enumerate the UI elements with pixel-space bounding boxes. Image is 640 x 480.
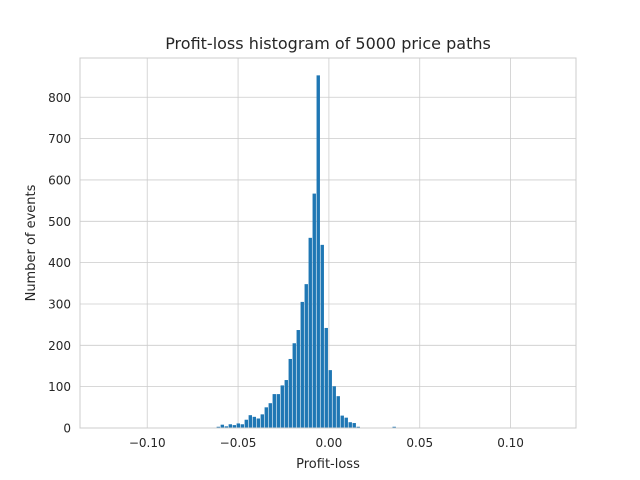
histogram-bar xyxy=(280,385,284,428)
histogram-bar xyxy=(348,422,352,428)
histogram-bar xyxy=(268,403,272,428)
x-tick-label: 0.00 xyxy=(316,436,343,450)
histogram-bar xyxy=(344,417,348,428)
histogram-bar xyxy=(352,423,356,428)
x-tick-label: −0.05 xyxy=(220,436,257,450)
y-tick-label: 600 xyxy=(48,173,71,187)
histogram-bar xyxy=(304,284,308,428)
y-tick-label: 200 xyxy=(48,339,71,353)
histogram-bar xyxy=(308,237,312,428)
x-tick-label: −0.10 xyxy=(129,436,166,450)
x-axis-ticks: −0.10 −0.05 0.00 0.05 0.10 xyxy=(129,436,524,450)
y-tick-label: 300 xyxy=(48,297,71,311)
histogram-bar xyxy=(300,301,304,428)
histogram-bar xyxy=(316,75,320,428)
histogram-bar xyxy=(220,424,225,428)
histogram-bar xyxy=(224,426,229,428)
histogram-bar xyxy=(324,327,328,428)
y-tick-label: 400 xyxy=(48,256,71,270)
histogram-bar xyxy=(260,414,264,428)
histogram-bar xyxy=(252,416,256,428)
histogram-bar xyxy=(216,426,221,428)
histogram-bar xyxy=(288,358,292,428)
histogram-bar xyxy=(336,396,340,428)
histogram-bar xyxy=(292,343,296,428)
histogram-bar xyxy=(312,193,316,428)
histogram-bar xyxy=(284,380,288,428)
histogram-bar xyxy=(392,426,396,428)
histogram-bar xyxy=(332,386,336,428)
plot-frame xyxy=(79,57,577,429)
bars xyxy=(216,75,404,428)
y-tick-label: 500 xyxy=(48,215,71,229)
histogram-bar xyxy=(356,426,360,428)
histogram-bar xyxy=(328,370,332,428)
histogram-bar xyxy=(296,330,300,428)
y-axis-ticks: 0 100 200 300 400 500 600 700 800 xyxy=(48,91,71,436)
y-tick-label: 700 xyxy=(48,132,71,146)
x-axis-label: Profit-loss xyxy=(296,457,360,472)
histogram-bar xyxy=(256,418,260,428)
y-tick-label: 100 xyxy=(48,380,71,394)
histogram-bar xyxy=(276,394,280,428)
histogram-bar xyxy=(232,425,237,428)
x-tick-label: 0.05 xyxy=(406,436,433,450)
y-axis-label: Number of events xyxy=(24,184,39,301)
histogram-bar xyxy=(320,244,324,428)
histogram-bar xyxy=(340,415,344,428)
y-tick-label: 0 xyxy=(63,422,71,436)
histogram-bar xyxy=(264,407,268,428)
y-tick-label: 800 xyxy=(48,91,71,105)
chart-title: Profit-loss histogram of 5000 price path… xyxy=(165,34,491,53)
histogram-bar xyxy=(248,415,253,428)
histogram-bar xyxy=(236,423,241,428)
histogram-bar xyxy=(240,424,245,428)
grid-lines xyxy=(80,58,576,429)
x-tick-label: 0.10 xyxy=(497,436,524,450)
histogram-bar xyxy=(272,394,276,428)
histogram-bar xyxy=(244,419,249,428)
histogram-bar xyxy=(228,424,233,428)
